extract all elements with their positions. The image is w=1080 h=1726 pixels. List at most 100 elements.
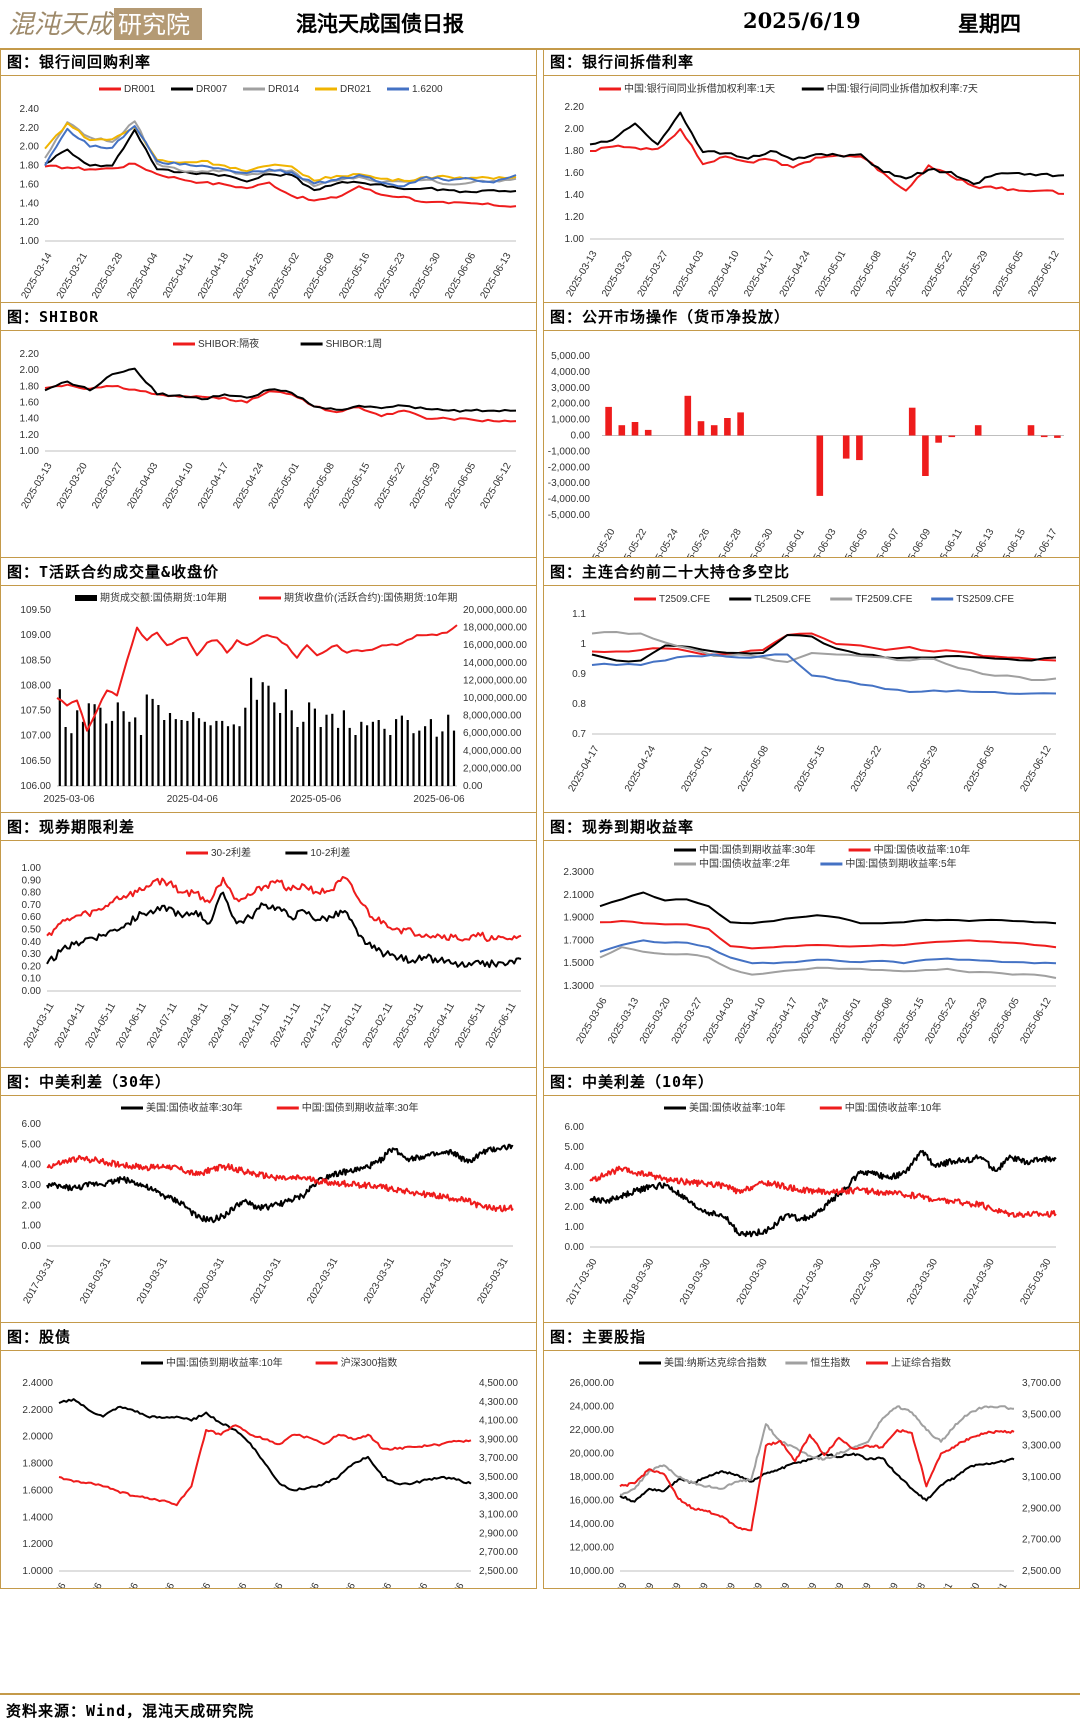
chart-panel: 图：现券到期收益率 中国:国债到期收益率:30年 中国:国债收益率:10年 中国:国债… bbox=[543, 813, 1080, 1068]
volume-bar bbox=[58, 689, 61, 786]
x-tick-label: 2025-03-26 bbox=[359, 1581, 394, 1588]
chart-panel: 图：SHIBOR SHIBOR:隔夜 SHIBOR:1周 2.20 2.00 1.80 1.… bbox=[0, 303, 537, 558]
x-tick-label: 2025-03-11 bbox=[391, 1001, 426, 1051]
y-tick-label: 4,300.00 bbox=[479, 1397, 518, 1408]
x-tick-label: 2025-03-21 bbox=[55, 251, 90, 301]
panel-title: 图：T活跃合约成交量&收盘价 bbox=[1, 558, 536, 586]
chart-svg: 中国:银行间同业拆借加权利率:1天 中国:银行间同业拆借加权利率:7天 2.20 2.… bbox=[564, 82, 1065, 299]
x-tick-label: 2025-06-17 bbox=[1024, 527, 1059, 557]
x-tick-label: 2025-06-07 bbox=[867, 527, 902, 557]
y-tick-label: 2.3000 bbox=[563, 867, 594, 878]
x-tick-label: 2025-05-26 bbox=[431, 1581, 466, 1588]
x-tick-label: 2025-05-15 bbox=[892, 996, 927, 1046]
volume-bar bbox=[99, 707, 102, 786]
chart-panel: 图：现券期限利差 30-2利差 10-2利差 1.00 0.90 0.80 0.70 0.60… bbox=[0, 813, 537, 1068]
x-tick-label: 2025-03-27 bbox=[90, 461, 125, 511]
x-tick-label: 2025-04-10 bbox=[161, 461, 196, 511]
volume-bar bbox=[429, 719, 432, 786]
x-tick-label: 2025-05-23 bbox=[373, 251, 408, 301]
x-tick-label: 2022-03-31 bbox=[305, 1256, 340, 1306]
y-tick-label: 1.60 bbox=[20, 179, 40, 190]
y-tick-label: 2,900.00 bbox=[479, 1528, 518, 1539]
x-tick-label: 2025-02-26 bbox=[323, 1581, 358, 1588]
x-tick-label: 2025-05-16 bbox=[337, 251, 372, 301]
x-tick-label: 2019-03-31 bbox=[135, 1256, 170, 1306]
y-tick-label: 1.40 bbox=[20, 414, 40, 425]
x-tick-label: 2025-01-26 bbox=[287, 1581, 322, 1588]
volume-bar bbox=[296, 727, 299, 786]
x-tick-label: 2025-06-11 bbox=[930, 527, 965, 557]
y-tick-label: 2.20 bbox=[565, 102, 585, 113]
y-tick-label: 14,000.00 bbox=[570, 1519, 615, 1530]
x-tick-label: 2025-04-17 bbox=[566, 744, 601, 794]
chart-area: 美国:国债收益率:30年 中国:国债到期收益率:30年 6.00 5.00 4.00 3.… bbox=[1, 1096, 536, 1322]
institute-logo: 混沌天成 研究院 bbox=[8, 8, 202, 40]
x-tick-label: 2020-03-31 bbox=[192, 1256, 227, 1306]
y-tick-label: 4,000.00 bbox=[551, 367, 590, 378]
y-tick-label: 3,000.00 bbox=[551, 383, 590, 394]
x-tick-label: 2025-06-13 bbox=[478, 251, 513, 301]
volume-bar bbox=[273, 702, 276, 786]
volume-bar bbox=[348, 727, 351, 786]
volume-bar bbox=[319, 727, 322, 786]
volume-bar bbox=[354, 735, 357, 786]
y-tick-label: 1.60 bbox=[565, 168, 585, 179]
x-tick-label: 2021-03-31 bbox=[248, 1256, 283, 1306]
y-tick-label: 24,000.00 bbox=[570, 1402, 615, 1413]
x-tick-label: 2025-04-24 bbox=[231, 461, 266, 511]
bar bbox=[737, 412, 744, 436]
x-tick-label: 2025-05-28 bbox=[709, 527, 744, 557]
legend-label: TS2509.CFE bbox=[956, 594, 1014, 605]
panel-title: 图：主连合约前二十大持仓多空比 bbox=[544, 558, 1079, 586]
bar bbox=[618, 425, 626, 436]
chart-area: 美国:纳斯达克综合指数 恒生指数 上证综合指数 26,000.00 24,000.00 2… bbox=[544, 1351, 1079, 1588]
series-line bbox=[591, 634, 1057, 663]
y-tick-label: 1.00 bbox=[22, 863, 42, 874]
close-price-line bbox=[56, 624, 458, 732]
chart-panel: 图：银行间回购利率 DR001 DR007 DR014 DR021 1.6200 2.40 2… bbox=[0, 48, 537, 303]
volume-bar bbox=[70, 733, 73, 786]
volume-bar bbox=[383, 728, 386, 786]
legend-label: 中国:国债到期收益率:10年 bbox=[166, 1356, 283, 1369]
legend-swatch bbox=[75, 595, 97, 601]
x-tick-label: 2018-03-30 bbox=[621, 1257, 656, 1307]
series-line bbox=[58, 1398, 472, 1492]
legend-label: DR021 bbox=[340, 84, 372, 95]
series-line bbox=[589, 1165, 1057, 1218]
y-tick-label: 0.7 bbox=[572, 729, 586, 740]
y-tick-label: 1.80 bbox=[20, 381, 40, 392]
chart-svg: 5,000.00 4,000.00 3,000.00 2,000.00 1,000.00… bbox=[548, 351, 1064, 557]
legend-label: 恒生指数 bbox=[810, 1356, 850, 1369]
y-tick-label: 3,300.00 bbox=[1022, 1441, 1061, 1452]
volume-bar bbox=[180, 720, 183, 786]
x-tick-label: 2025-02-11 bbox=[361, 1001, 396, 1051]
x-tick-label: 2025-05-24 bbox=[646, 527, 681, 557]
y-tick-label: 20,000,000.00 bbox=[463, 605, 527, 616]
x-tick-label: 2025-03-06 bbox=[574, 996, 609, 1046]
x-tick-label: 2025-05-01 bbox=[813, 249, 848, 299]
y-tick-label: 1.9000 bbox=[563, 913, 594, 924]
y-tick-label: 3,700.00 bbox=[1022, 1378, 1061, 1389]
y-tick-label: 3,500.00 bbox=[479, 1472, 518, 1483]
x-tick-label: 2017-03-30 bbox=[564, 1257, 599, 1307]
y-tick-label: 1.20 bbox=[565, 212, 585, 223]
series-line bbox=[58, 1424, 472, 1507]
chart-area: T2509.CFE TL2509.CFE TF2509.CFE TS2509.CFE 1… bbox=[544, 586, 1079, 812]
volume-bar bbox=[302, 721, 305, 786]
volume-bar bbox=[139, 735, 143, 786]
chart-panel: 图：中美利差（10年） 美国:国债收益率:10年 中国:国债收益率:10年 6.00 5… bbox=[543, 1068, 1080, 1323]
x-tick-label: 2025-06-12 bbox=[1018, 996, 1053, 1046]
x-tick-label: 2025-03-13 bbox=[564, 249, 599, 299]
data-source-note: 资料来源：Wind，混沌天成研究院 bbox=[6, 1702, 255, 1720]
x-tick-label: 2025-04-24 bbox=[796, 996, 831, 1046]
y-tick-label: 1.5000 bbox=[563, 958, 594, 969]
y-tick-label: 18,000,000.00 bbox=[463, 623, 527, 634]
x-tick-label: 2025-06-05 bbox=[987, 996, 1022, 1046]
x-tick-label: 2025-04-24 bbox=[623, 744, 658, 794]
bar bbox=[974, 425, 982, 436]
volume-bar bbox=[255, 699, 258, 786]
volume-bar bbox=[244, 707, 247, 786]
y-tick-label: 2.0000 bbox=[22, 1432, 53, 1443]
